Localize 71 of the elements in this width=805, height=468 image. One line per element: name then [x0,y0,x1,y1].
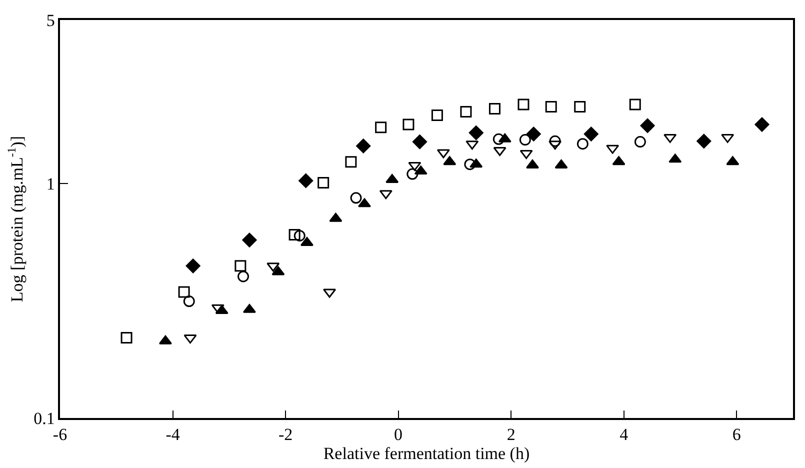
y-tick-label: 0.1 [34,408,55,428]
point [726,156,740,166]
x-axis-title: Relative fermentation time (h) [323,444,530,464]
y-tick-label: 1 [46,174,55,194]
point [584,126,598,142]
point [574,101,586,113]
point [606,144,620,154]
point [329,212,342,222]
point [629,98,641,110]
point [721,134,734,143]
point [345,156,357,168]
point [238,270,249,282]
point [696,134,712,148]
x-tick-label: 2 [506,425,516,444]
point [526,126,541,142]
point [493,146,506,156]
point [183,296,195,308]
point [288,228,300,240]
point [318,176,330,188]
point [640,118,655,133]
point [242,232,257,248]
point [402,118,414,130]
x-tick-label: -2 [278,425,293,444]
point [414,166,428,175]
point [294,230,306,242]
point [158,335,172,344]
point [443,156,456,166]
x-tick-label: -4 [166,425,180,444]
point [186,258,200,274]
point [412,134,427,150]
point [468,126,484,140]
x-tick-label: -6 [52,425,68,444]
point [358,198,371,208]
point [470,158,483,168]
y-tick-label: 5 [46,10,55,30]
point [664,134,677,143]
point [408,162,422,171]
point [300,236,314,246]
point [488,102,500,114]
point [120,332,132,344]
point [298,173,314,188]
point [548,140,562,150]
point [518,98,530,110]
point [498,133,512,142]
point [754,117,770,132]
x-tick-label: 4 [620,425,629,444]
x-tick-label: 0 [394,425,403,444]
point [406,168,418,180]
point [576,138,588,150]
point [554,159,568,168]
point [178,286,190,298]
point [234,260,246,272]
point [375,122,387,134]
point [272,266,285,276]
point [545,101,557,113]
point [431,110,443,122]
point [549,135,561,147]
x-tick-label: 6 [732,425,741,444]
point [668,154,682,163]
point [520,150,533,159]
point [464,158,476,170]
point [460,106,472,118]
point [242,304,256,313]
point [436,149,450,158]
point [634,136,646,148]
point [612,156,626,166]
point [492,133,504,145]
point [356,138,371,154]
point [466,140,479,150]
point [519,134,531,146]
point [350,192,362,204]
